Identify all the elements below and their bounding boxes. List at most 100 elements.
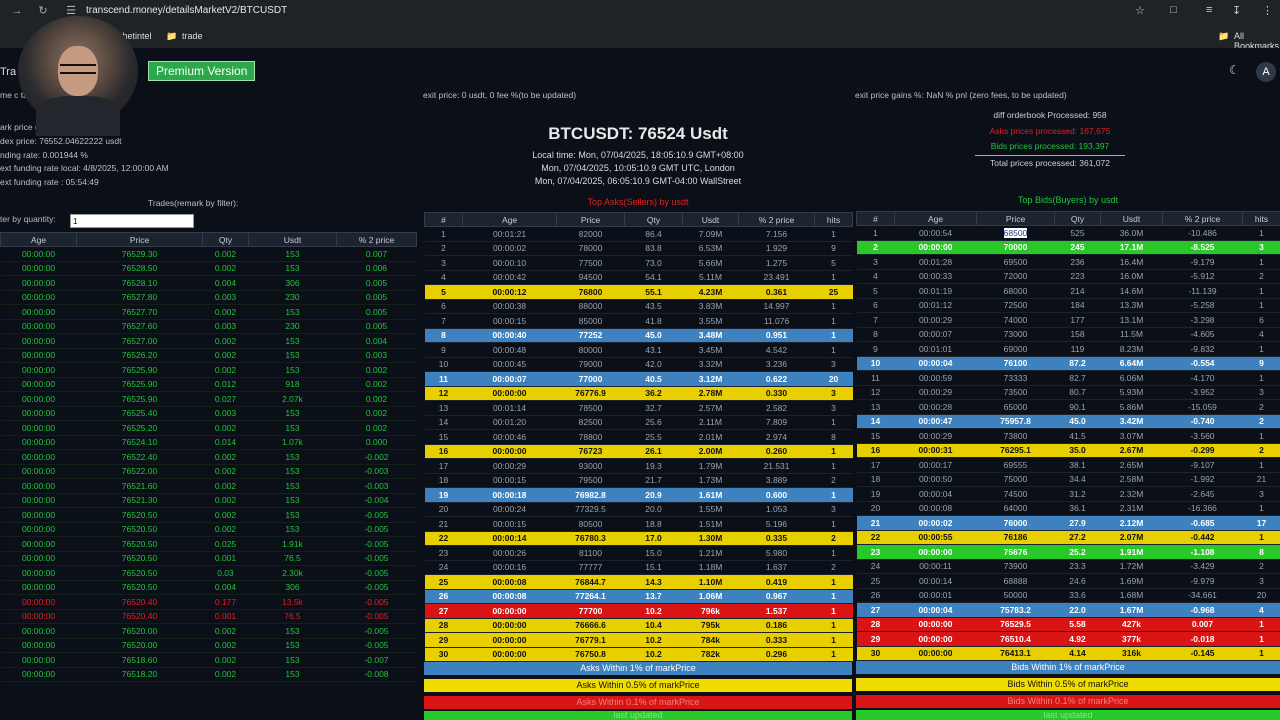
table-cell: 1 [814, 299, 853, 314]
webcam-shirt [36, 96, 120, 136]
table-cell: 3 [856, 254, 895, 270]
avatar[interactable]: A [1256, 62, 1276, 82]
table-cell: 00:00:02 [894, 515, 977, 531]
table-cell: 00:00:00 [462, 386, 557, 401]
table-cell: 00:00:00 [0, 507, 77, 523]
table-cell: 0.007 [336, 246, 417, 262]
address-input[interactable]: transcend.money/detailsMarketV2/BTCUSDT [86, 5, 288, 16]
asks-header[interactable]: Price [556, 212, 625, 227]
table-row: 00:00:00 76520.50 0.004 306 -0.005 [0, 580, 417, 595]
table-cell: 76518.20 [76, 667, 203, 682]
table-row: 00:00:00 76520.50 0.025 1.91k -0.005 [0, 536, 417, 552]
table-row: 13 00:01:14 78500 32.7 2.57M 2.582 3 [424, 400, 853, 416]
table-row: 00:00:00 76525.90 0.012 918 0.002 [0, 377, 417, 392]
table-cell: 17 [424, 458, 463, 474]
table-cell: 0.007 [1162, 617, 1243, 632]
table-cell: 25 [424, 574, 463, 590]
table-cell: 76779.1 [556, 632, 625, 648]
reload-icon[interactable]: ↻ [38, 5, 48, 17]
table-cell: 25.6 [624, 415, 683, 430]
table-cell: 6.06M [1100, 370, 1163, 386]
bookmark-trade[interactable]: trade [182, 31, 203, 41]
asks-header[interactable]: Qty [624, 212, 683, 227]
star-icon[interactable]: ☆ [1135, 5, 1145, 17]
table-cell: 87.2 [1054, 356, 1101, 371]
table-row: 00:00:00 76520.50 0.002 153 -0.005 [0, 507, 417, 523]
trades-header[interactable]: % 2 price [336, 232, 417, 247]
asks-header[interactable]: hits [814, 212, 853, 227]
table-cell: 1.637 [738, 560, 815, 575]
table-cell: -5.912 [1162, 269, 1243, 284]
table-cell: 3.45M [682, 342, 739, 358]
table-cell: 94500 [556, 270, 625, 285]
bids-header[interactable]: Qty [1054, 211, 1101, 226]
table-cell: -0.005 [336, 522, 417, 537]
bids-header[interactable]: # [856, 211, 895, 226]
table-cell: 177 [1054, 312, 1101, 328]
table-cell: 0.001 [202, 551, 249, 566]
bids-header[interactable]: % 2 price [1162, 211, 1243, 226]
download-icon[interactable]: ↧ [1232, 5, 1242, 17]
quantity-filter-input[interactable] [70, 214, 194, 228]
table-row: 24 00:00:16 77777 15.1 1.18M 1.637 2 [424, 560, 853, 575]
table-row: 14 00:00:47 75957.8 45.0 3.42M -0.740 2 [856, 414, 1280, 429]
table-cell: 1 [814, 516, 853, 532]
table-cell: 41.8 [624, 313, 683, 329]
all-bookmarks[interactable]: All Bookmarks [1234, 31, 1280, 51]
table-cell: 20 [1242, 588, 1280, 603]
media-icon[interactable]: ≡ [1206, 4, 1213, 16]
table-cell: 236 [1054, 254, 1101, 270]
table-cell: 77700 [556, 603, 625, 619]
table-cell: 00:00:00 [894, 646, 977, 661]
table-cell: 00:00:00 [0, 348, 77, 363]
site-settings-icon[interactable]: ☰ [66, 5, 76, 17]
table-row: 29 00:00:00 76510.4 4.92 377k -0.018 1 [856, 631, 1280, 647]
table-cell: 77329.5 [556, 502, 625, 517]
table-cell: 27.2 [1054, 530, 1101, 545]
table-cell: 34.4 [1054, 472, 1101, 487]
table-row: 12 00:00:29 73500 80.7 5.93M -3.952 3 [856, 385, 1280, 400]
bids-header[interactable]: hits [1242, 211, 1280, 226]
asks-header[interactable]: # [424, 212, 463, 227]
bids-header[interactable]: Usdt [1100, 211, 1163, 226]
selected-text: 68500 [1003, 227, 1028, 238]
table-cell: 00:00:17 [894, 457, 977, 473]
bookmark-thetintel[interactable]: thetintel [120, 31, 152, 41]
table-cell: 26 [856, 588, 895, 603]
table-cell: 76750.8 [556, 647, 625, 662]
table-row: 22 00:00:55 76186 27.2 2.07M -0.442 1 [856, 530, 1280, 545]
premium-version-badge[interactable]: Premium Version [148, 61, 256, 81]
table-row: 8 00:00:40 77252 45.0 3.48M 0.951 1 [424, 328, 853, 343]
asks-header[interactable]: Age [462, 212, 557, 227]
table-cell: 8 [424, 328, 463, 343]
extensions-icon[interactable]: □ [1170, 4, 1177, 16]
table-row: 00:00:00 76527.00 0.002 153 0.004 [0, 333, 417, 349]
bids-header[interactable]: Price [976, 211, 1055, 226]
trades-header[interactable]: Age [0, 232, 77, 247]
table-cell: 23 [856, 544, 895, 560]
table-cell: 153 [248, 493, 337, 508]
trades-header[interactable]: Price [76, 232, 203, 247]
back-arrow-icon[interactable]: → [11, 5, 23, 17]
bids-header[interactable]: Age [894, 211, 977, 226]
table-cell: 5 [814, 255, 853, 271]
table-cell: 26.1 [624, 444, 683, 459]
trades-header[interactable]: Usdt [248, 232, 337, 247]
asks-header[interactable]: Usdt [682, 212, 739, 227]
table-cell: 0.002 [202, 362, 249, 378]
table-cell: 73800 [976, 428, 1055, 444]
table-cell: 3 [814, 502, 853, 517]
menu-icon[interactable]: ⋮ [1262, 5, 1273, 17]
table-row: 29 00:00:00 76779.1 10.2 784k 0.333 1 [424, 632, 853, 648]
dark-mode-icon[interactable]: ☾ [1229, 63, 1240, 77]
table-cell: 1.72M [1100, 559, 1163, 574]
table-cell: 00:00:00 [0, 449, 77, 465]
table-cell: 0.005 [336, 304, 417, 320]
table-cell: 2.12M [1100, 515, 1163, 531]
table-cell: 00:00:00 [0, 406, 77, 421]
table-cell: 153 [248, 420, 337, 436]
table-cell: 20.9 [624, 487, 683, 503]
asks-header[interactable]: % 2 price [738, 212, 815, 227]
trades-header[interactable]: Qty [202, 232, 249, 247]
bids-legend-01pct: Bids Within 0.1% of markPrice [856, 695, 1280, 708]
